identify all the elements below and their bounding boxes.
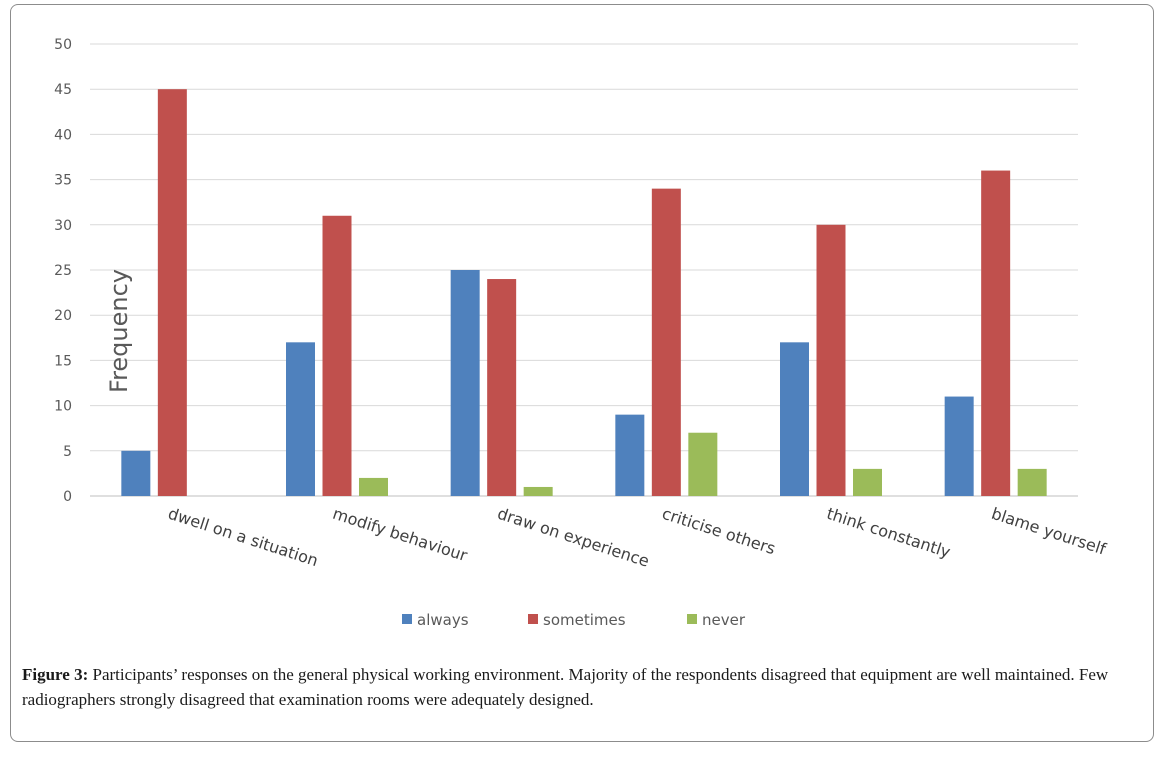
legend-label-sometimes: sometimes	[543, 611, 626, 629]
bar-sometimes-3	[651, 188, 681, 496]
bar-never-5	[1017, 468, 1047, 496]
x-axis-categories: dwell on a situation modify behaviour draw…	[166, 504, 1109, 571]
y-axis-ticks: 0 5 10 15 20 25 30 35 40 45 50	[54, 37, 72, 505]
caption-label: Figure 3:	[22, 665, 89, 684]
legend: always sometimes never	[402, 611, 746, 629]
x-category-label: blame yourself	[989, 504, 1109, 559]
y-tick-label: 0	[63, 489, 72, 505]
legend-label-never: never	[702, 611, 746, 629]
bar-always-3	[615, 414, 645, 496]
y-tick-label: 50	[54, 37, 72, 53]
y-tick-label: 25	[54, 263, 72, 279]
bar-always-2	[450, 270, 480, 496]
y-tick-label: 40	[54, 127, 72, 143]
legend-swatch-always	[402, 614, 412, 624]
legend-label-always: always	[417, 611, 469, 629]
x-category-label: draw on experience	[495, 504, 652, 571]
bar-always-4	[780, 342, 809, 496]
bar-never-4	[853, 468, 882, 496]
y-tick-label: 45	[54, 82, 72, 98]
y-tick-label: 20	[54, 308, 72, 324]
gridlines	[90, 43, 1078, 497]
bar-sometimes-4	[816, 224, 846, 497]
y-tick-label: 5	[63, 444, 72, 460]
bar-never-3	[688, 432, 718, 496]
bars	[121, 89, 1047, 497]
figure-frame	[10, 4, 1154, 742]
y-axis-label: Frequency	[105, 269, 133, 393]
bar-always-1	[286, 342, 315, 496]
bar-sometimes-5	[981, 170, 1011, 496]
x-category-label: modify behaviour	[330, 504, 470, 566]
bar-always-5	[944, 396, 974, 496]
y-tick-label: 35	[54, 173, 72, 189]
x-category-label: criticise others	[660, 504, 778, 559]
bar-sometimes-0	[157, 89, 187, 496]
y-tick-label: 15	[54, 353, 72, 369]
figure-caption: Figure 3: Participants’ responses on the…	[22, 662, 1150, 712]
y-tick-label: 30	[54, 218, 72, 234]
bar-chart: 0 5 10 15 20 25 30 35 40 45 50 Frequency dwell on …	[54, 37, 1109, 629]
y-tick-label: 10	[54, 399, 72, 415]
bar-never-2	[523, 486, 553, 496]
caption-text: Participants’ responses on the general p…	[22, 665, 1109, 709]
bar-sometimes-2	[487, 279, 517, 496]
bar-always-0	[121, 450, 151, 496]
bar-sometimes-1	[322, 215, 352, 496]
bar-never-1	[359, 477, 388, 496]
x-category-label: think constantly	[824, 504, 952, 562]
x-category-label: dwell on a situation	[166, 504, 321, 570]
legend-swatch-sometimes	[528, 614, 538, 624]
legend-swatch-never	[687, 614, 697, 624]
